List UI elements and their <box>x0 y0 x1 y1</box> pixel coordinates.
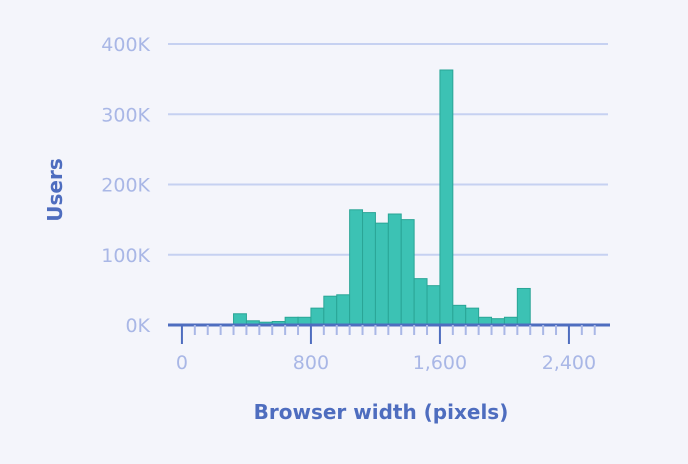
y-axis-tick-labels: 0K 100K 200K 300K 400K <box>101 34 150 337</box>
histogram-bar <box>336 294 351 326</box>
y-tick-label: 400K <box>101 34 150 56</box>
histogram-bar <box>413 278 428 326</box>
y-tick-label: 0K <box>125 315 150 337</box>
y-axis-title: Users <box>43 158 67 221</box>
x-tick-label: 2,400 <box>542 352 596 374</box>
y-tick-label: 200K <box>101 175 150 197</box>
histogram-bar <box>465 307 480 326</box>
histogram-bar <box>362 212 376 326</box>
histogram-bar <box>452 304 467 326</box>
histogram-bar <box>323 295 338 326</box>
histogram-bar <box>310 307 325 326</box>
histogram-bar <box>439 69 454 326</box>
histogram-bar <box>426 285 441 326</box>
x-tick-label: 0 <box>176 352 188 374</box>
bars <box>233 69 531 326</box>
histogram-bar <box>349 209 364 326</box>
histogram-bar <box>516 287 531 326</box>
x-axis-title: Browser width (pixels) <box>254 400 509 424</box>
x-axis-tick-labels: 0 800 1,600 2,400 <box>176 352 596 374</box>
y-tick-label: 300K <box>101 104 150 126</box>
x-tick-label: 800 <box>293 352 329 374</box>
histogram-bar <box>233 313 247 326</box>
x-axis <box>168 323 610 344</box>
histogram-bar <box>400 219 415 326</box>
histogram-bar <box>387 213 402 326</box>
x-tick-label: 1,600 <box>413 352 467 374</box>
histogram-bar <box>374 222 389 326</box>
y-tick-label: 100K <box>101 245 150 267</box>
